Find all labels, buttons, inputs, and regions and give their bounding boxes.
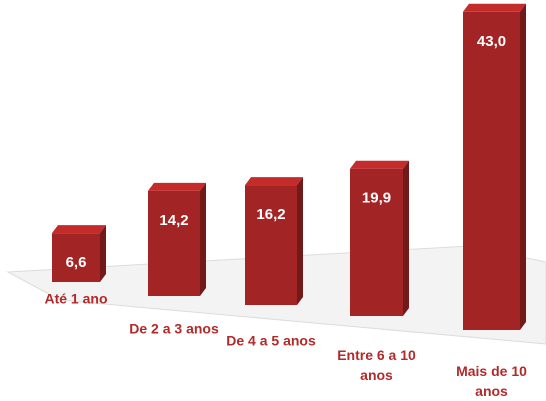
bar-top <box>350 160 409 169</box>
bar <box>245 177 303 305</box>
bar-side <box>200 182 206 296</box>
bar-front <box>52 233 100 282</box>
value-label: 19,9 <box>362 190 391 207</box>
value-label: 16,2 <box>256 206 285 223</box>
bar-top <box>463 3 526 12</box>
value-label: 6,6 <box>66 254 87 271</box>
bar-side <box>100 225 106 282</box>
bar <box>350 160 409 316</box>
x-tick-label-line: anos <box>475 383 508 399</box>
x-tick-label: Mais de 10 anos <box>456 363 527 399</box>
x-tick-label: De 2 a 3 anos <box>129 321 219 337</box>
bar-side <box>403 160 409 316</box>
value-label: 43,0 <box>477 33 506 50</box>
x-tick-label-line: Mais de 10 <box>456 363 527 379</box>
x-tick-label-line: Entre 6 a 10 <box>337 347 416 363</box>
bar-front <box>148 190 200 296</box>
value-label: 14,2 <box>159 212 188 229</box>
bar-front <box>350 168 403 316</box>
bar <box>148 182 206 296</box>
bar-side <box>297 177 303 305</box>
bar-top <box>52 225 106 234</box>
bar-top <box>148 182 206 191</box>
bar-top <box>245 177 303 186</box>
bar-front <box>245 185 297 305</box>
bar-side <box>520 3 526 331</box>
bar <box>52 225 106 282</box>
x-tick-label-line: anos <box>360 367 393 383</box>
x-tick-label: Entre 6 a 10 anos <box>337 347 416 383</box>
x-tick-label: De 4 a 5 anos <box>226 333 316 349</box>
bar-front <box>463 11 520 331</box>
x-tick-label: Até 1 ano <box>44 291 107 307</box>
bar <box>463 3 526 331</box>
